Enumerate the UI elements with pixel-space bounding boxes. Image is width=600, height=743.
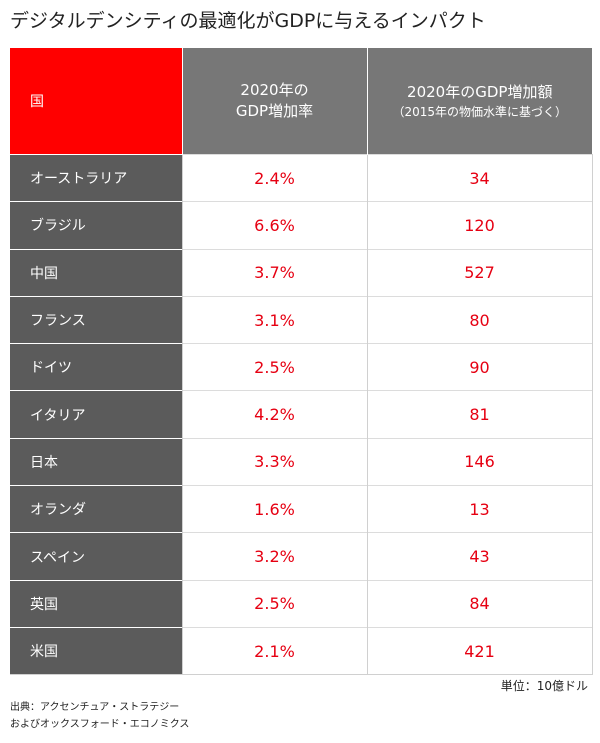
header-row: 国 2020年の GDP増加率 2020年のGDP増加額 （2015年の物価水準… [10,48,592,155]
table-body: オーストラリア 2.4% 34 ブラジル 6.6% 120 中国 3.7% 527 フランス 3.1… [10,153,593,676]
gdp-rate-cell: 6.6% [181,201,367,250]
header-amount: 2020年のGDP増加額 （2015年の物価水準に基づく） [366,48,592,155]
header-amount-line1: 2020年のGDP増加額 [407,82,553,101]
unit-note: 単位：10億ドル [500,679,588,693]
gdp-impact-table: 国 2020年の GDP増加率 2020年のGDP増加額 （2015年の物価水準… [10,48,593,676]
gdp-rate-cell: 3.2% [181,532,367,581]
country-cell: イタリア [10,390,182,439]
table-row: オーストラリア 2.4% 34 [10,153,593,202]
gdp-rate-cell: 2.5% [181,343,367,391]
table-row: ブラジル 6.6% 120 [10,201,593,250]
country-cell: オランダ [10,485,182,533]
header-rate-line1: 2020年の [240,81,309,99]
table-row: 米国 2.1% 421 [10,626,593,676]
gdp-rate-cell: 1.6% [181,485,367,533]
table-row: 英国 2.5% 84 [10,579,593,628]
source-line-2: およびオックスフォード・エコノミクス [10,719,190,730]
gdp-amount-cell: 90 [366,343,593,391]
gdp-rate-cell: 3.3% [181,437,367,486]
country-cell: ブラジル [10,201,182,250]
source-line-1: 出典：アクセンチュア・ストラテジー [10,702,180,713]
gdp-rate-cell: 4.2% [181,390,367,439]
country-cell: 中国 [10,248,182,297]
table-row: スペイン 3.2% 43 [10,532,593,581]
gdp-rate-cell: 2.4% [181,153,367,202]
country-cell: フランス [10,295,182,344]
gdp-rate-cell: 3.1% [181,295,367,344]
table-row: ドイツ 2.5% 90 [10,343,593,391]
country-cell: 英国 [10,579,182,628]
gdp-rate-cell: 3.7% [181,248,367,297]
header-rate-line2: GDP増加率 [235,102,314,120]
gdp-amount-cell: 84 [366,579,593,628]
country-cell: オーストラリア [10,153,182,202]
gdp-amount-cell: 80 [366,295,593,344]
source-note: 出典：アクセンチュア・ストラテジー およびオックスフォード・エコノミクス [10,699,189,733]
header-rate: 2020年の GDP増加率 [181,48,367,155]
gdp-amount-cell: 120 [366,201,593,250]
country-cell: 日本 [10,437,182,486]
chart-title: デジタルデンシティの最適化がGDPに与えるインパクト [10,10,486,32]
table-row: 日本 3.3% 146 [10,437,593,486]
gdp-amount-cell: 146 [366,437,593,486]
table-row: イタリア 4.2% 81 [10,390,593,439]
table-row: オランダ 1.6% 13 [10,485,593,533]
gdp-rate-cell: 2.1% [181,626,367,676]
gdp-amount-cell: 81 [366,390,593,439]
gdp-amount-cell: 43 [366,532,593,581]
table-row: 中国 3.7% 527 [10,248,593,297]
country-cell: ドイツ [10,343,182,391]
header-country: 国 [10,48,182,155]
gdp-amount-cell: 13 [366,485,593,533]
gdp-amount-cell: 527 [366,248,593,297]
header-amount-line2: （2015年の物価水準に基づく） [392,104,568,119]
country-cell: スペイン [10,532,182,581]
gdp-rate-cell: 2.5% [181,579,367,628]
gdp-amount-cell: 34 [366,153,593,202]
country-cell: 米国 [10,626,182,676]
table-row: フランス 3.1% 80 [10,295,593,344]
gdp-amount-cell: 421 [366,626,593,676]
